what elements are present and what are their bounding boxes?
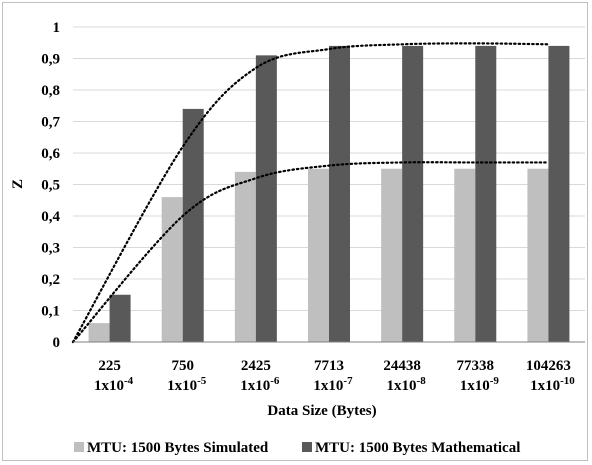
bar-simulated (454, 168, 476, 342)
x-category-size: 2425 (241, 358, 271, 374)
x-category-size: 7713 (314, 358, 344, 374)
x-category-probability: 1x10-10 (530, 375, 575, 394)
bar-simulated (88, 323, 110, 342)
bar-mathematical (182, 108, 204, 343)
y-tick-label: 0,5 (41, 178, 60, 194)
legend-label: MTU: 1500 Bytes Mathematical (315, 440, 520, 456)
y-tick-label: 1 (53, 20, 61, 36)
bar-mathematical (475, 45, 497, 343)
legend-swatch (74, 442, 84, 452)
bar-simulated (234, 171, 256, 342)
y-tick-label: 0,1 (41, 304, 60, 320)
bar-simulated (527, 168, 549, 342)
y-axis-title: Z (10, 179, 26, 189)
bar-simulated (308, 168, 329, 342)
x-category-size: 24438 (383, 358, 421, 374)
x-category-probability: 1x10-9 (460, 375, 500, 394)
y-tick-labels: 0 0,1 0,2 0,3 0,4 0,5 0,6 0,7 0,8 0,9 1 (41, 20, 60, 351)
x-category-probability: 1x10-7 (313, 375, 353, 394)
x-category-size: 225 (98, 358, 121, 374)
x-category-size: 104263 (526, 358, 571, 374)
bar-mathematical (548, 45, 570, 343)
y-tick-label: 0,7 (41, 115, 60, 131)
y-tick-label: 0,6 (41, 146, 60, 162)
legend: MTU: 1500 Bytes Simulated MTU: 1500 Bytes… (74, 440, 520, 456)
bars (88, 45, 570, 343)
bar-mathematical (255, 55, 277, 342)
x-category-probability: 1x10-4 (94, 375, 134, 394)
y-tick-label: 0,3 (41, 241, 60, 257)
x-category-probability: 1x10-8 (387, 375, 427, 394)
y-tick-label: 0,4 (41, 209, 60, 225)
bar-simulated (161, 197, 183, 342)
bar-mathematical (109, 294, 131, 342)
x-category-probability: 1x10-6 (240, 375, 280, 394)
bar-simulated (381, 168, 403, 342)
y-tick-label: 0 (53, 335, 61, 351)
y-tick-label: 0,8 (41, 83, 60, 99)
legend-swatch (302, 442, 312, 452)
legend-label: MTU: 1500 Bytes Simulated (87, 440, 269, 456)
y-tick-label: 0,9 (41, 52, 60, 68)
trendlines (71, 42, 550, 344)
x-category-size: 750 (171, 358, 194, 374)
bar-mathematical (329, 45, 350, 343)
x-category-size: 77338 (457, 358, 495, 374)
y-tick-label: 0,2 (41, 272, 60, 288)
trendline (71, 42, 550, 344)
bar-mathematical (402, 45, 424, 343)
trendline (71, 161, 550, 344)
x-category-probability: 1x10-5 (167, 375, 207, 394)
x-axis-title: Data Size (Bytes) (267, 403, 376, 419)
